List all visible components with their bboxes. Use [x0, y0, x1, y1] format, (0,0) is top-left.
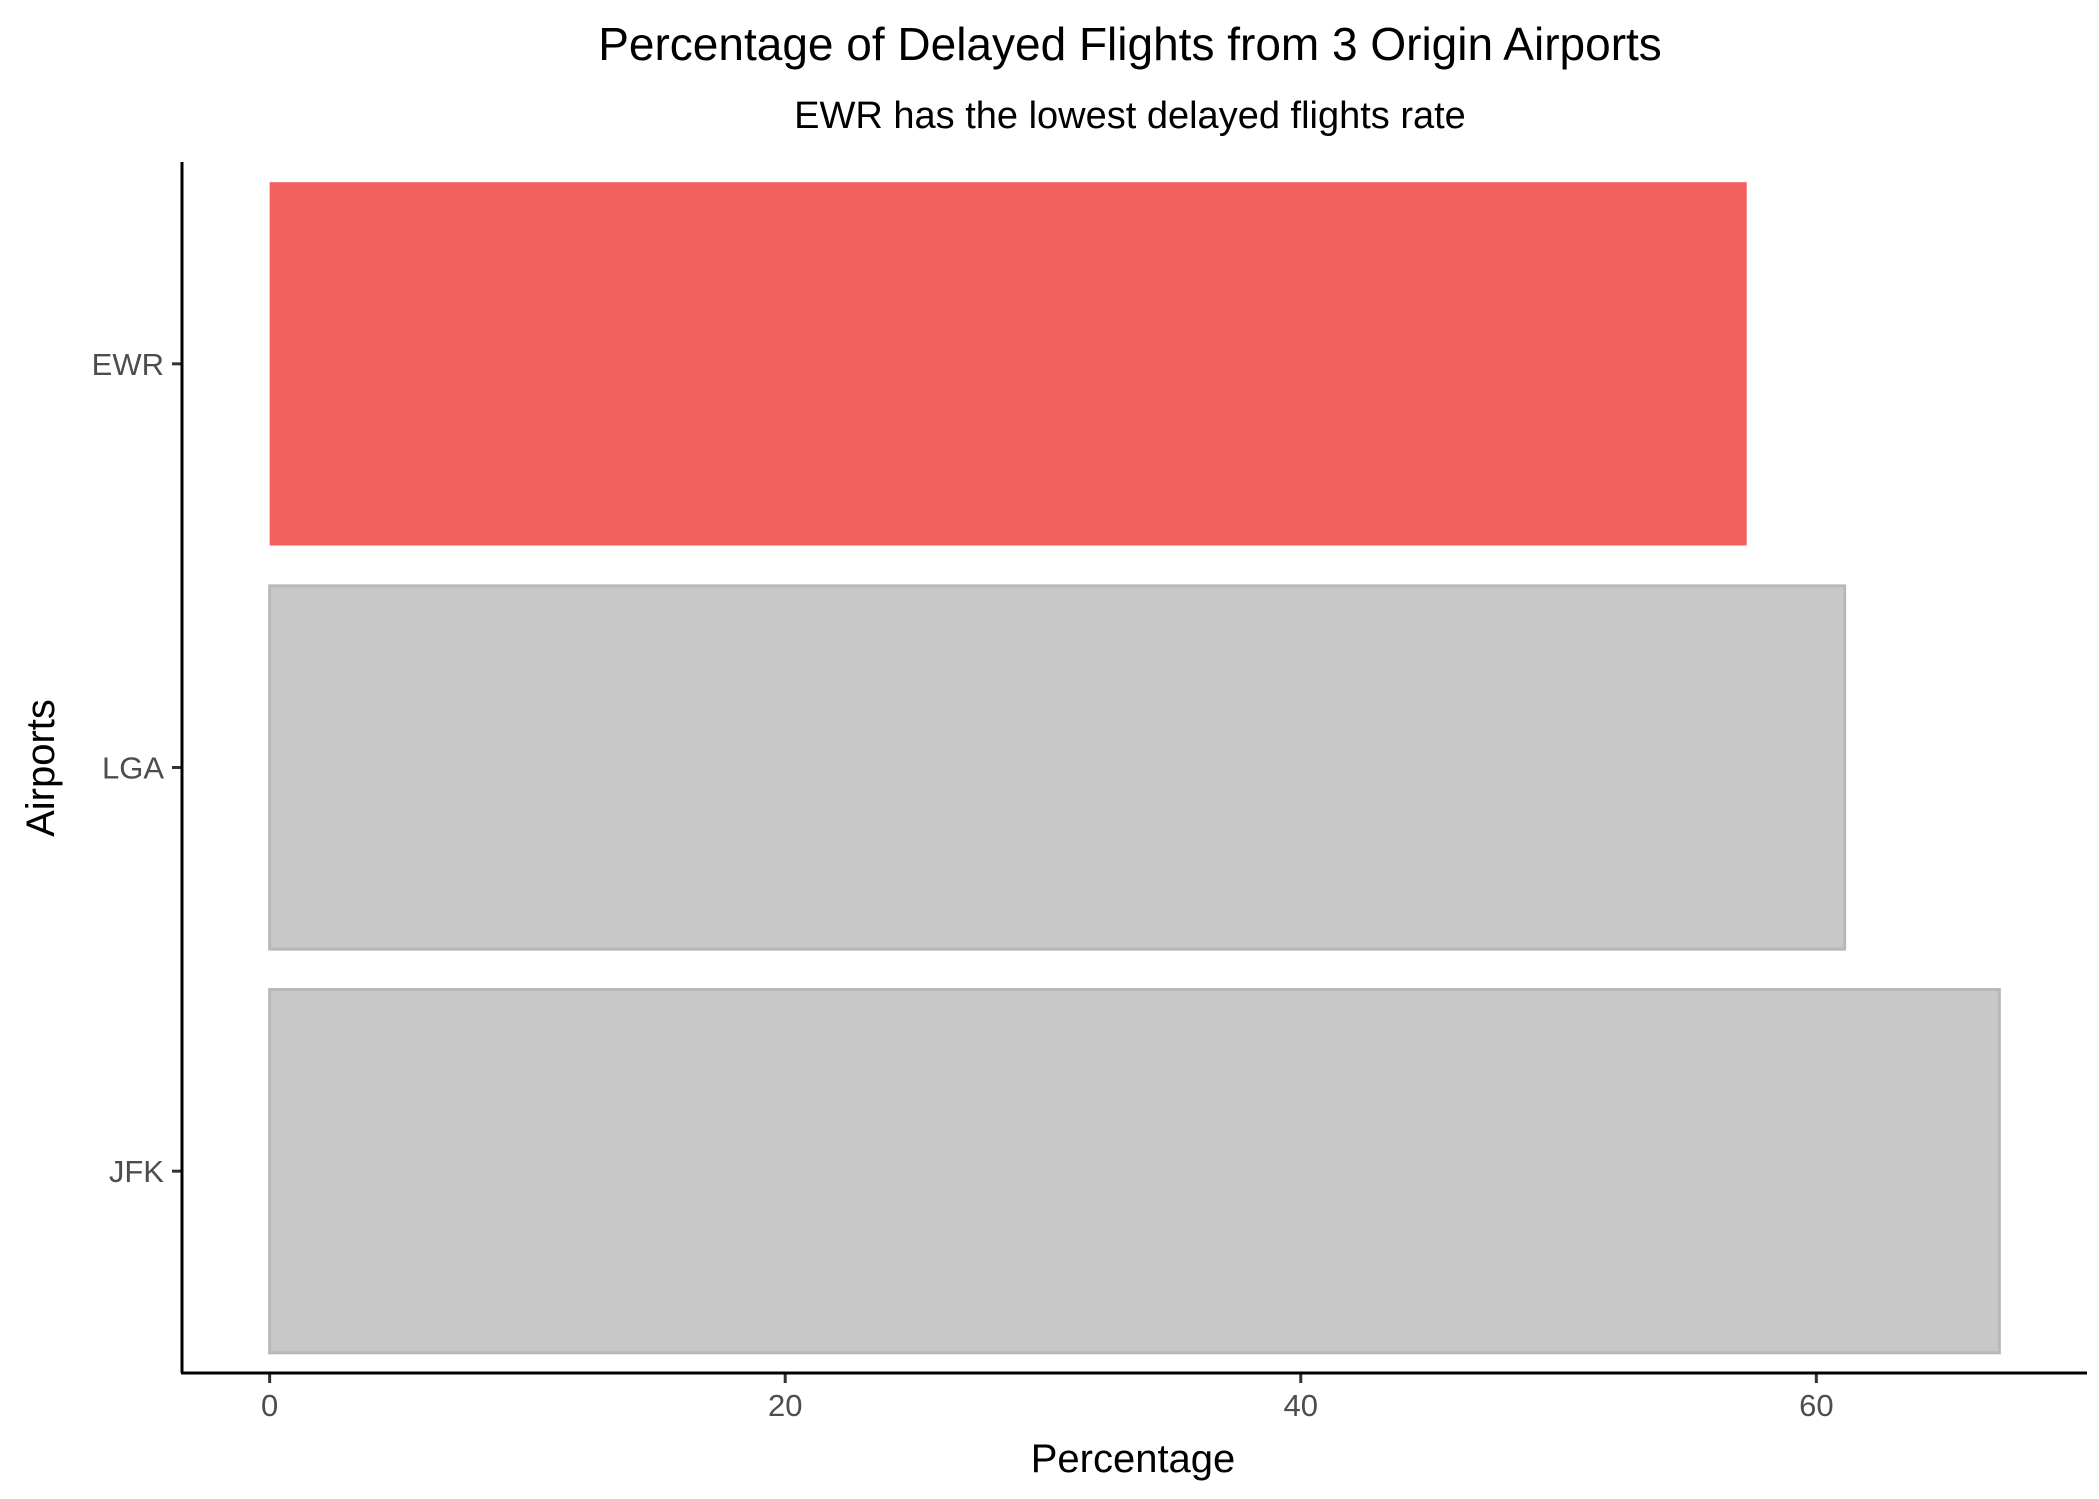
bar-jfk — [268, 988, 2001, 1355]
y-axis-title: Airports — [19, 699, 63, 837]
bar-ewr — [269, 182, 1747, 546]
y-axis-ticks: EWR LGA JFK — [92, 347, 182, 1189]
x-tick-label: 40 — [1284, 1388, 1318, 1423]
chart-title: Percentage of Delayed Flights from 3 Ori… — [598, 18, 1662, 70]
chart-subtitle: EWR has the lowest delayed flights rate — [794, 95, 1466, 137]
bars — [268, 182, 2001, 1355]
bar-lga — [268, 584, 1847, 951]
x-axis-title: Percentage — [1031, 1437, 1236, 1481]
x-tick-label: 20 — [768, 1388, 802, 1423]
y-tick-label: LGA — [102, 751, 164, 786]
y-tick-label: EWR — [92, 347, 164, 382]
y-tick-label: JFK — [109, 1154, 164, 1189]
x-axis-ticks: 0 20 40 60 — [261, 1373, 1834, 1423]
x-tick-label: 60 — [1799, 1388, 1833, 1423]
x-tick-label: 0 — [261, 1388, 278, 1423]
